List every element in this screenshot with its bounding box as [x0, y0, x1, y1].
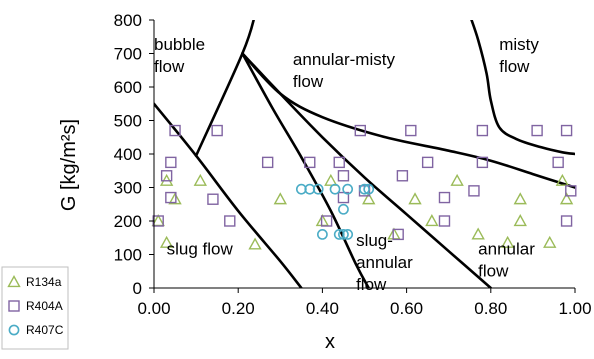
data-point: [325, 175, 336, 185]
region-label-line: annular: [356, 253, 413, 272]
data-point: [208, 194, 218, 204]
data-point: [515, 216, 526, 226]
y-tick-label: 400: [114, 145, 142, 164]
data-point: [330, 185, 339, 194]
y-tick-label: 0: [133, 279, 142, 298]
y-axis: 0 100 200 300 400 500 600 700 800: [114, 11, 154, 298]
region-label-line: bubble: [154, 35, 205, 54]
data-point: [562, 126, 572, 136]
data-point: [544, 237, 555, 247]
data-point: [406, 126, 416, 136]
data-point: [263, 157, 273, 167]
legend: R134a R404A R407C: [2, 267, 68, 349]
region-label-line: flow: [154, 57, 185, 76]
region-label-line: flow: [478, 262, 509, 281]
y-tick-label: 500: [114, 112, 142, 131]
y-tick-label: 800: [114, 11, 142, 30]
x-axis-title: x: [325, 331, 335, 353]
x-tick-label: 0.40: [306, 299, 339, 318]
region-label: annular flow: [478, 240, 535, 281]
data-point: [250, 239, 261, 249]
legend-label: R134a: [26, 275, 62, 289]
data-point: [515, 194, 526, 204]
data-point: [275, 194, 286, 204]
data-point: [423, 157, 433, 167]
data-point: [339, 205, 348, 214]
region-label-line: flow: [499, 57, 530, 76]
region-label: bubble flow: [154, 35, 205, 76]
region-label-line: flow: [356, 275, 387, 294]
x-tick-label: 1.00: [558, 299, 591, 318]
data-point: [473, 229, 484, 239]
data-point: [452, 175, 463, 185]
data-point: [562, 216, 572, 226]
region-label: slug flow: [167, 240, 234, 259]
y-tick-label: 100: [114, 246, 142, 265]
region-label: misty flow: [499, 35, 539, 76]
y-tick-label: 700: [114, 45, 142, 64]
legend-label: R404A: [26, 299, 63, 313]
data-point: [410, 194, 421, 204]
region-label: slug-annular flow: [356, 231, 413, 294]
region-label: annular-misty flow: [293, 50, 396, 91]
data-point: [225, 216, 235, 226]
region-label-line: annular: [478, 240, 535, 259]
x-tick-label: 0.00: [137, 299, 170, 318]
region-label-line: misty: [499, 35, 539, 54]
data-point: [426, 216, 437, 226]
y-tick-label: 300: [114, 179, 142, 198]
y-tick-label: 200: [114, 212, 142, 231]
x-tick-label: 0.80: [474, 299, 507, 318]
data-point: [553, 157, 563, 167]
data-point: [439, 193, 449, 203]
data-point: [318, 230, 327, 239]
data-point: [317, 216, 328, 226]
x-tick-label: 0.20: [222, 299, 255, 318]
region-label-line: slug flow: [167, 240, 234, 259]
data-point: [439, 216, 449, 226]
region-label-line: flow: [293, 72, 324, 91]
region-label-line: annular-misty: [293, 50, 396, 69]
data-point: [166, 157, 176, 167]
legend-label: R407C: [26, 323, 64, 337]
region-label-line: slug-: [356, 231, 393, 250]
data-point: [338, 171, 348, 181]
data-point: [469, 186, 479, 196]
data-point: [477, 126, 487, 136]
data-point: [397, 171, 407, 181]
y-tick-label: 600: [114, 78, 142, 97]
data-point: [195, 175, 206, 185]
data-point: [532, 126, 542, 136]
y-axis-title: G [kg/m²s]: [58, 119, 80, 211]
data-point: [212, 126, 222, 136]
x-tick-label: 0.60: [390, 299, 423, 318]
